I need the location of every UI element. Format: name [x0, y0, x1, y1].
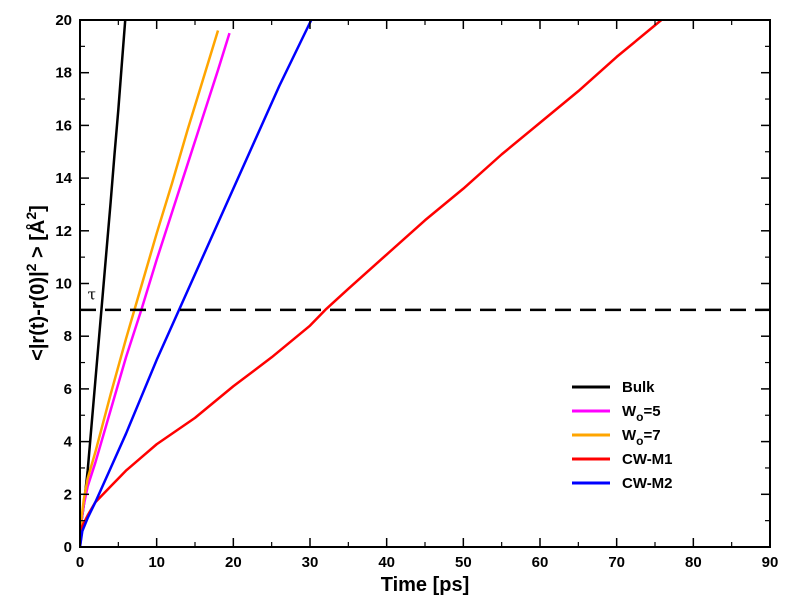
y-axis-title-unit: Å: [25, 220, 49, 234]
y-axis-title: <|r(t)-r(0)|2 > [Å2]: [23, 205, 49, 361]
x-tick-label: 30: [302, 554, 319, 571]
y-tick-label: 0: [64, 539, 72, 556]
x-tick-label: 10: [148, 554, 165, 571]
x-tick-label: 70: [608, 554, 625, 571]
y-tick-label: 14: [55, 170, 72, 187]
y-axis-title-pre: <|r(t)-r(0)|: [27, 271, 49, 361]
y-tick-label: 6: [64, 381, 72, 398]
x-axis-title: Time [ps]: [381, 574, 470, 596]
annotation-layer: τ: [88, 285, 96, 303]
y-axis-title-sup1: 2: [23, 263, 39, 271]
y-axis-title-post: ]: [27, 205, 49, 212]
legend-label-wo-7: Wo=7: [622, 427, 661, 448]
series-line-wo-7: [80, 30, 220, 547]
x-tick-label: 50: [455, 554, 472, 571]
series-line-cw-m1: [80, 20, 664, 547]
y-axis-title-sup2: 2: [23, 212, 39, 220]
y-tick-label: 20: [55, 12, 72, 29]
legend-label-cw-m1: CW-M1: [622, 451, 673, 468]
x-tick-label: 90: [762, 554, 779, 571]
y-axis-title-mid: > [: [27, 234, 49, 264]
tick-labels-layer: 0 10 20 30 40 50 60 70 80 90 0 2 4 6 8 10 12 14 16 18 20: [55, 12, 778, 571]
legend: Bulk Wo=5 Wo=7 CW-M1 CW-M2: [572, 379, 673, 492]
x-tick-label: 0: [76, 554, 84, 571]
y-tick-label: 16: [55, 117, 72, 134]
legend-label-cw-m2: CW-M2: [622, 475, 673, 492]
y-tick-label: 18: [55, 65, 72, 82]
legend-label-bulk: Bulk: [622, 379, 655, 396]
x-tick-label: 40: [378, 554, 395, 571]
y-tick-label: 8: [64, 328, 72, 345]
x-tick-label: 20: [225, 554, 242, 571]
x-tick-label: 80: [685, 554, 702, 571]
y-tick-label: 2: [64, 486, 72, 503]
y-tick-label: 12: [55, 223, 72, 240]
x-tick-label: 60: [532, 554, 549, 571]
y-tick-label: 4: [64, 434, 73, 451]
ticks-layer: [79, 19, 771, 548]
series-layer: [80, 20, 664, 547]
legend-label-wo-5: Wo=5: [622, 403, 661, 424]
tau-annotation: τ: [88, 285, 96, 303]
y-tick-label: 10: [55, 276, 72, 293]
series-line-cw-m2: [80, 20, 313, 547]
